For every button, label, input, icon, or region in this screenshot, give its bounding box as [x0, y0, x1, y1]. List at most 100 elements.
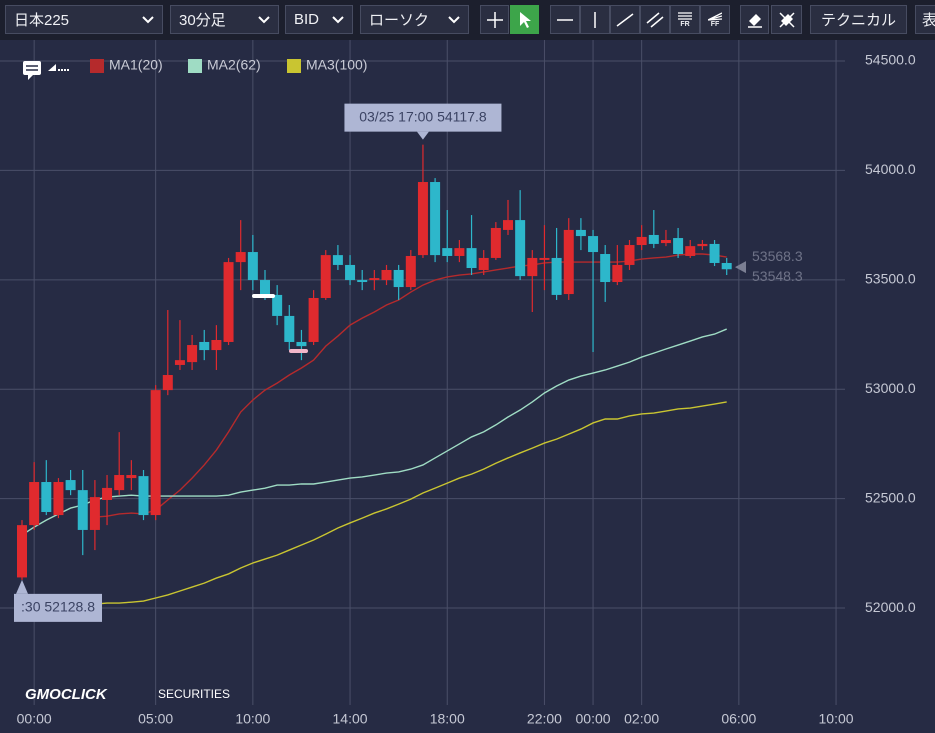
cursor-icon	[519, 11, 531, 28]
crosshair-icon	[486, 11, 503, 28]
x-tick-label: 18:00	[430, 711, 465, 727]
trendline-icon	[616, 12, 634, 27]
trendline-button[interactable]	[610, 5, 640, 34]
legend-swatch	[287, 59, 301, 73]
candle-body	[575, 229, 586, 237]
chevron	[258, 16, 270, 24]
trade-marker	[289, 349, 308, 353]
candle-body	[503, 220, 513, 230]
candle-body	[405, 255, 416, 288]
erase-all-icon	[778, 11, 795, 28]
candle-body	[199, 341, 210, 351]
x-tick-label: 22:00	[527, 711, 562, 727]
overlay: 03/25 17:00 54117.8:30 52128.8 53568.3 535…	[14, 103, 803, 622]
x-tick-label: 14:00	[333, 711, 368, 727]
x-tick-label: 10:00	[819, 711, 854, 727]
technical-label: テクニカル	[820, 12, 896, 29]
low-tooltip-label: :30 52128.8	[21, 599, 95, 615]
price-tag: 53548.3	[752, 268, 803, 284]
grid: 52000.0 52500.0 53000.0 53500.0 54000.0 54500…	[0, 40, 916, 727]
candle-body	[235, 252, 246, 263]
chevron	[448, 16, 460, 24]
candle-body	[223, 262, 234, 342]
erase-all-button[interactable]	[771, 5, 802, 34]
y-tick-label: 52500.0	[865, 489, 916, 505]
legend-label: MA1(20)	[109, 57, 163, 73]
symbol-select[interactable]: 日本225	[5, 5, 163, 34]
ma-line	[22, 401, 727, 606]
price-type-label: BID	[294, 11, 320, 28]
crosshair-button[interactable]	[480, 5, 509, 34]
fibo-fan-button[interactable]: FF	[700, 5, 730, 34]
candle-body	[673, 238, 684, 255]
high-tooltip-label: 03/25 17:00 54117.8	[359, 108, 487, 124]
candle-body	[417, 182, 428, 256]
candle-body	[41, 482, 52, 512]
price-pointer	[735, 261, 746, 274]
candle-body	[551, 257, 562, 295]
watermark-sub: SECURITIES	[158, 687, 230, 701]
candle-body	[320, 255, 331, 298]
candle-body	[174, 360, 185, 365]
y-tick-label: 53500.0	[865, 271, 916, 287]
price-type-select[interactable]: BID	[285, 5, 353, 34]
vline-button[interactable]	[580, 5, 610, 34]
candle-body	[466, 248, 477, 269]
y-tick-label: 54000.0	[865, 161, 916, 177]
candle-body	[430, 182, 441, 256]
ff-label: FF	[710, 20, 720, 28]
fr-label: FR	[680, 20, 690, 28]
candle-body	[490, 227, 501, 258]
fibo-retracement-button[interactable]: FR	[670, 5, 700, 34]
chart-style-select[interactable]: ローソク	[360, 5, 469, 34]
cursor-button[interactable]	[510, 5, 539, 34]
interval-select[interactable]: 30分足	[170, 5, 279, 34]
candle-body	[527, 257, 538, 277]
watermark: GMOCLICK	[25, 686, 108, 703]
candle-body	[393, 269, 404, 288]
comment-icon[interactable]	[23, 61, 41, 75]
candle-body	[126, 475, 137, 479]
candle-body	[272, 294, 283, 316]
chart-style-label: ローソク	[369, 12, 430, 29]
candle-body	[454, 248, 465, 256]
y-tick-label: 53000.0	[865, 380, 916, 396]
comment-icon-tail	[28, 75, 33, 80]
x-tick-label: 02:00	[624, 711, 659, 727]
x-tick-label: 10:00	[235, 711, 270, 727]
chart-tools[interactable]	[23, 61, 70, 80]
vline-icon	[594, 11, 596, 28]
hline-button[interactable]	[550, 5, 580, 34]
x-tick-label: 05:00	[138, 711, 173, 727]
candle-body	[648, 234, 659, 244]
erase-button[interactable]	[740, 5, 769, 34]
draw-icon[interactable]	[48, 64, 56, 71]
candle-body	[515, 220, 526, 277]
interval-label: 30分足	[179, 12, 226, 29]
candle-body	[296, 341, 307, 347]
candle-body	[138, 476, 149, 516]
candle-body	[539, 257, 550, 260]
candle-body	[102, 487, 113, 500]
technical-button[interactable]: テクニカル	[810, 5, 907, 34]
candle-body	[332, 255, 343, 265]
candle-body	[284, 315, 295, 342]
candle-body	[685, 246, 696, 256]
x-tick-label: 00:00	[576, 711, 611, 727]
y-tick-label: 52000.0	[865, 599, 916, 615]
candle-body	[247, 252, 258, 281]
candle-body	[17, 525, 27, 578]
candle-body	[600, 254, 611, 283]
low-tooltip-pointer	[16, 579, 28, 594]
ma-line	[94, 253, 727, 518]
channel-button[interactable]	[640, 5, 670, 34]
high-tooltip	[344, 103, 502, 132]
more-label: 表	[922, 12, 935, 29]
candle-body	[150, 390, 161, 516]
candle-body	[65, 480, 76, 491]
low-tooltip	[14, 593, 102, 622]
more-button[interactable]: 表	[915, 5, 935, 34]
candle-body	[77, 490, 88, 530]
